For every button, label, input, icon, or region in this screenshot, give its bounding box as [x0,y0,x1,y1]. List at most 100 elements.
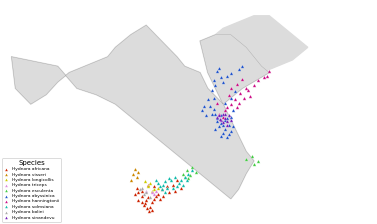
Point [139,200,146,204]
Point [172,189,178,193]
Point [135,198,141,202]
Point [222,116,228,120]
Point [137,187,143,191]
Point [222,109,228,112]
Point [212,112,218,115]
Point [212,127,218,131]
Point [155,186,161,190]
Point [143,201,149,204]
Point [215,101,221,104]
Point [149,208,155,212]
Point [224,116,230,120]
Point [239,65,245,68]
Point [207,104,213,108]
Point [151,187,157,191]
Point [141,203,147,207]
Point [201,104,207,108]
Point [149,189,155,193]
Point [239,77,245,81]
Point [220,80,226,84]
Point [132,192,138,196]
Point [155,192,161,196]
Point [224,120,230,123]
Point [210,96,216,100]
Point [251,83,257,87]
Point [255,79,261,82]
Point [147,205,153,209]
Point [174,178,180,182]
Point [180,172,186,175]
Point [224,106,230,109]
Point [156,184,162,188]
Point [224,136,230,139]
Point [220,121,226,124]
Point [249,154,255,158]
Point [145,195,151,199]
Point [139,189,146,193]
Point [245,88,251,92]
Point [159,187,165,191]
Point [231,98,238,101]
Point [162,191,169,194]
Point [230,109,236,112]
Point [151,192,157,196]
Point [226,123,232,126]
Point [189,169,195,172]
Point [236,68,242,71]
Point [151,184,157,188]
Point [144,207,150,210]
Point [208,88,215,92]
Point [203,113,209,117]
Point [210,107,216,111]
Point [170,186,176,190]
Point [218,134,224,138]
Point [247,95,253,98]
Point [161,183,167,186]
Point [153,178,159,182]
Point [226,113,232,117]
Point [143,198,149,202]
Point [261,75,267,79]
Point [199,109,205,112]
Point [228,129,234,133]
Point [231,90,238,93]
Point [189,165,195,169]
Point [178,186,184,190]
Point [166,191,172,194]
Point [215,120,221,123]
Point [222,127,228,131]
Point [178,178,184,182]
Point [166,177,172,180]
Point [228,71,234,74]
Point [182,175,188,179]
Point [145,184,151,188]
Point [234,82,240,85]
Point [217,117,223,121]
Point [151,197,157,200]
Point [215,116,221,120]
Point [156,197,162,200]
Point [143,191,149,194]
Point [153,194,159,197]
Point [226,132,232,136]
Point [147,181,153,185]
Point [218,113,224,117]
Point [139,186,146,190]
Point [255,159,261,163]
Point [216,124,222,128]
Point [228,86,234,90]
Point [164,186,170,190]
Point [149,191,155,194]
Point [205,98,211,101]
Point [185,172,192,175]
Point [228,115,234,118]
Point [146,210,152,213]
Point [251,162,257,166]
Point [141,192,147,196]
Point [143,189,149,193]
Point [208,112,215,115]
Legend: Hydnora africana, Hydnora visseri, Hydnora longicollis, Hydnora triceps, Hydnora: Hydnora africana, Hydnora visseri, Hydno… [2,158,61,222]
Point [180,183,186,186]
Point [218,121,224,125]
Point [132,167,138,171]
